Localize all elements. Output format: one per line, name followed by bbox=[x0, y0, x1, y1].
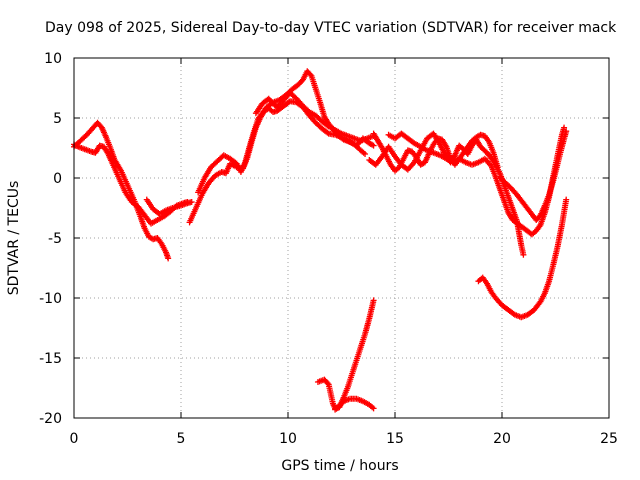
y-tick-label: 10 bbox=[44, 51, 62, 67]
y-tick-label: 5 bbox=[53, 111, 62, 127]
data-point bbox=[520, 251, 527, 258]
y-tick-label: -15 bbox=[39, 351, 62, 367]
x-tick-label: 15 bbox=[386, 431, 404, 447]
data-point bbox=[362, 151, 369, 157]
data-point bbox=[324, 380, 331, 387]
gridlines bbox=[74, 58, 609, 418]
data-point bbox=[188, 199, 195, 205]
series-trace-m bbox=[332, 297, 377, 413]
x-tick-label: 20 bbox=[493, 431, 511, 447]
x-tick-label: 0 bbox=[70, 431, 79, 447]
chart-title: Day 098 of 2025, Sidereal Day-to-day VTE… bbox=[45, 20, 617, 36]
data-point bbox=[370, 142, 377, 149]
data-point bbox=[561, 124, 568, 131]
series-trace-a bbox=[71, 119, 172, 262]
axis-tick-labels: 0 5 10 15 20 25 -20 -15 -10 -5 0 5 10 bbox=[39, 51, 618, 447]
data-point bbox=[370, 405, 377, 412]
series-trace-f bbox=[252, 89, 377, 144]
x-tick-label: 5 bbox=[177, 431, 186, 447]
y-tick-label: -5 bbox=[48, 231, 62, 247]
data-point bbox=[165, 255, 172, 262]
y-axis-label: SDTVAR / TECUs bbox=[6, 181, 22, 296]
series-trace-j bbox=[496, 128, 570, 223]
data-series bbox=[71, 68, 570, 413]
y-tick-label: 0 bbox=[53, 171, 62, 187]
plot-frame bbox=[73, 57, 610, 419]
data-point bbox=[370, 297, 377, 304]
x-axis-label: GPS time / hours bbox=[281, 458, 398, 474]
x-tick-label: 25 bbox=[600, 431, 618, 447]
data-point bbox=[563, 128, 570, 135]
series-trace-k bbox=[475, 196, 570, 321]
y-tick-label: -20 bbox=[39, 411, 62, 427]
data-point bbox=[307, 71, 314, 78]
y-tick-label: -10 bbox=[39, 291, 62, 307]
data-point bbox=[563, 196, 570, 203]
data-point bbox=[324, 129, 331, 136]
x-tick-label: 10 bbox=[279, 431, 297, 447]
series-trace-c bbox=[143, 196, 195, 217]
